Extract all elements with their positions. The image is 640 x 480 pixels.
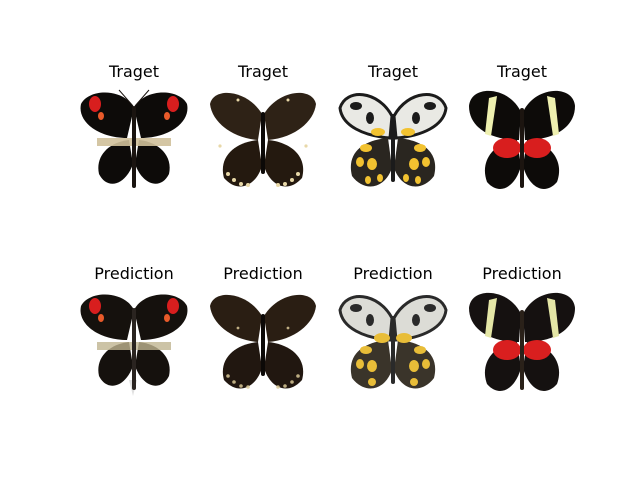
butterfly-black-red-spots-image bbox=[79, 86, 189, 196]
butterfly-black-red-yellow-bar-image bbox=[467, 86, 577, 196]
panel-title: Prediction bbox=[94, 264, 174, 283]
panel-title: Traget bbox=[108, 62, 160, 81]
butterfly-dark-brown-speckled-image bbox=[208, 86, 318, 196]
panel-title: Traget bbox=[237, 62, 289, 81]
panel-title: Prediction bbox=[223, 264, 303, 283]
panel-title: Prediction bbox=[353, 264, 433, 283]
butterfly-black-red-spots-image bbox=[79, 288, 189, 398]
butterfly-dark-brown-speckled-image bbox=[208, 288, 318, 398]
panel-title: Prediction bbox=[482, 264, 562, 283]
butterfly-black-red-yellow-bar-image bbox=[467, 288, 577, 398]
panel-title: Traget bbox=[367, 62, 419, 81]
panel-title: Traget bbox=[496, 62, 548, 81]
butterfly-white-yellow-spotted-image bbox=[338, 86, 448, 196]
butterfly-white-yellow-spotted-image bbox=[338, 288, 448, 398]
